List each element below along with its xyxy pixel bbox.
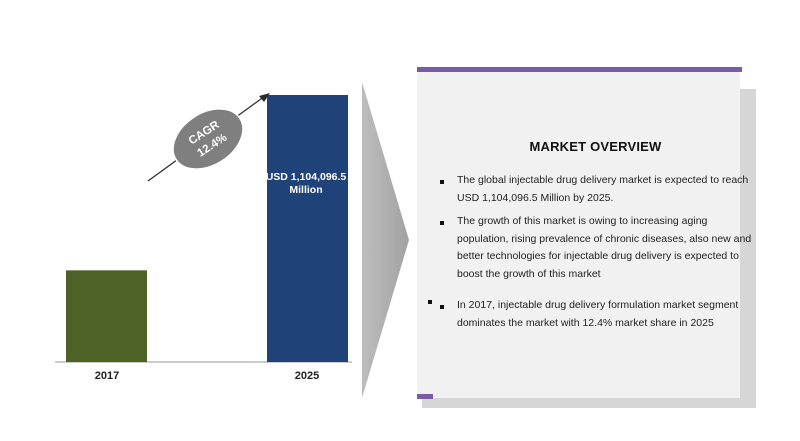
chevron-arrow bbox=[362, 82, 409, 398]
bar-value-2017: USD 378,998.2 bbox=[71, 210, 143, 222]
bar-value-label-2025: USD 1,104,096.5 Million bbox=[264, 171, 348, 197]
overview-title: MARKET OVERVIEW bbox=[529, 139, 662, 154]
bar-value-2025: USD 1,104,096.5 bbox=[265, 171, 347, 183]
bars-group bbox=[66, 95, 348, 362]
panel-top-border bbox=[417, 67, 742, 72]
growth-arrowhead bbox=[259, 93, 270, 102]
x-tick-label-2017: 2017 bbox=[94, 370, 120, 382]
bar-2025 bbox=[267, 95, 348, 362]
overview-bullet-2: The growth of this market is owing to in… bbox=[436, 213, 756, 283]
bar-unit-2025: Million bbox=[289, 184, 323, 196]
bar-unit-2017: Million bbox=[90, 236, 124, 248]
overview-bullet-3: In 2017, injectable drug delivery formul… bbox=[436, 297, 756, 332]
bar-2017 bbox=[66, 270, 147, 362]
empty-bullet-marker bbox=[428, 300, 432, 304]
x-tick-label-2025: 2025 bbox=[294, 370, 320, 382]
panel-bottom-accent bbox=[417, 394, 433, 399]
overview-panel bbox=[417, 72, 740, 398]
overview-bullet-1: The global injectable drug delivery mark… bbox=[436, 172, 756, 207]
cagr-badge: CAGR 12.4% bbox=[172, 108, 244, 170]
overview-bullets: The global injectable drug delivery mark… bbox=[436, 172, 756, 338]
bar-value-label-2017: USD 378,998.2 Million bbox=[66, 210, 148, 249]
